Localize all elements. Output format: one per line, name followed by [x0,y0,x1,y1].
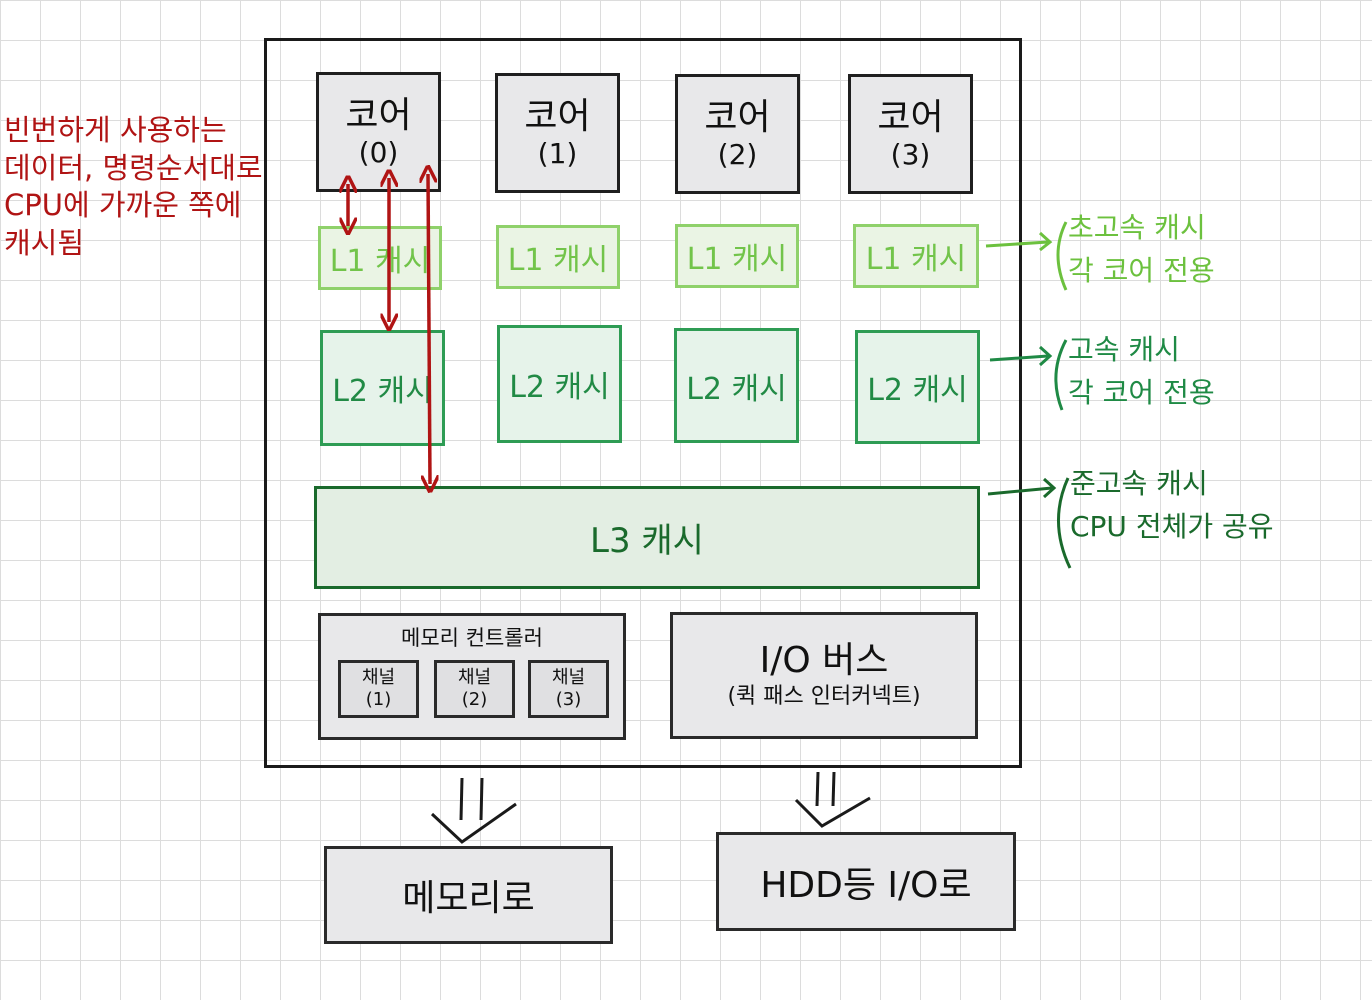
l1-note-arrow [985,240,1049,248]
l2-note-arrow [989,354,1049,362]
l2-cache-3: L2 캐시 [855,330,980,444]
core-2: 코어 (2) [675,74,800,194]
memory-destination-box: 메모리로 [324,846,613,944]
l2-cache-2: L2 캐시 [674,328,799,443]
l1-note-bracket [1056,221,1068,291]
l1-cache-3: L1 캐시 [853,224,979,288]
memory-down-arrow-icon [430,777,517,844]
core-label: 코어 [345,95,412,137]
channel-index: (2) [461,689,488,710]
channel-index: (3) [555,689,582,710]
l1-cache-2: L1 캐시 [675,224,799,288]
channel-index: (1) [365,689,392,710]
memory-controller-title: 메모리 컨트롤러 [401,626,543,650]
channel-1: 채널 (1) [338,660,419,718]
l2-cache-note: 고속 캐시 각 코어 전용 [1068,333,1215,410]
core-1: 코어 (1) [495,73,620,193]
l3-cache-note: 준고속 캐시 CPU 전체가 공유 [1070,467,1274,544]
l3-note-bracket [1057,477,1072,569]
l3-cache: L3 캐시 [314,486,980,589]
core-label: 코어 [704,97,771,139]
core-label: 코어 [877,97,944,139]
core-label: 코어 [524,96,591,138]
channel-label: 채널 [457,667,492,689]
l3-arrow-head-icon [1042,477,1057,499]
l1-arrow-head-icon [1038,231,1053,252]
l2-cache-1: L2 캐시 [497,325,622,443]
l3-note-arrow [987,486,1053,496]
channel-2: 채널 (2) [434,660,515,718]
l1-cache-1: L1 캐시 [496,225,620,289]
l1-cache-note: 초고속 캐시 각 코어 전용 [1068,211,1215,288]
io-bus-subtitle: (퀵 패스 인터커넥트) [727,683,921,709]
core-index: (2) [717,137,758,171]
io-bus-title: I/O 버스 [759,639,889,681]
core-to-l3-arrow [428,174,430,484]
channel-label: 채널 [361,667,396,689]
cache-locality-note: 빈번하게 사용하는 데이터, 명령순서대로 CPU에 가까운 쪽에 캐시됨 [4,113,263,261]
core-3: 코어 (3) [848,74,973,194]
io-bus: I/O 버스 (퀵 패스 인터커넥트) [670,612,978,739]
cpu-package [264,38,1022,768]
l2-note-bracket [1054,339,1068,411]
hdd-down-arrow-icon [794,771,871,828]
hdd-io-destination-box: HDD등 I/O로 [716,832,1016,931]
l2-arrow-head-icon [1038,345,1053,367]
core-index: (0) [358,135,399,169]
core-index: (1) [537,136,578,170]
channel-label: 채널 [551,667,586,689]
core-index: (3) [890,137,931,171]
channel-3: 채널 (3) [528,660,609,718]
